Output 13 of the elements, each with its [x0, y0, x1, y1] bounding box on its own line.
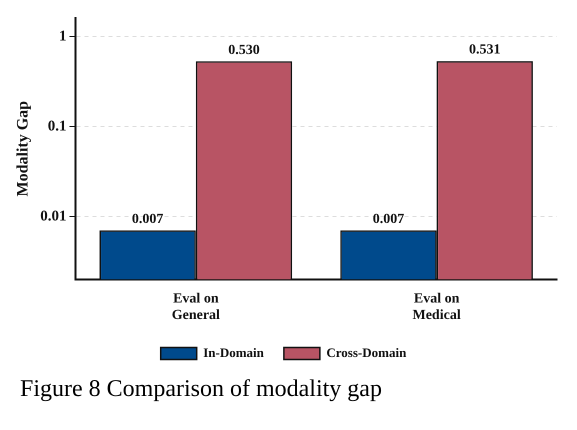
data-label: 0.530 [228, 42, 260, 58]
x-tick-label: Eval on General [172, 291, 220, 324]
data-label: 0.531 [469, 42, 501, 58]
y-tick-label: 1 [58, 28, 66, 44]
legend-label: Cross-Domain [326, 344, 408, 360]
y-axis-title: Modality Gap [14, 100, 32, 196]
caption: Figure 8 Comparison of modality gap [20, 376, 383, 403]
legend-label: In-Domain [203, 344, 265, 360]
y-tick-label: 0.01 [40, 208, 66, 224]
y-tick-label: 0.1 [48, 118, 66, 134]
data-label: 0.007 [372, 212, 404, 228]
data-label: 0.007 [132, 212, 164, 228]
x-tick-label: Eval on Medical [412, 291, 461, 324]
